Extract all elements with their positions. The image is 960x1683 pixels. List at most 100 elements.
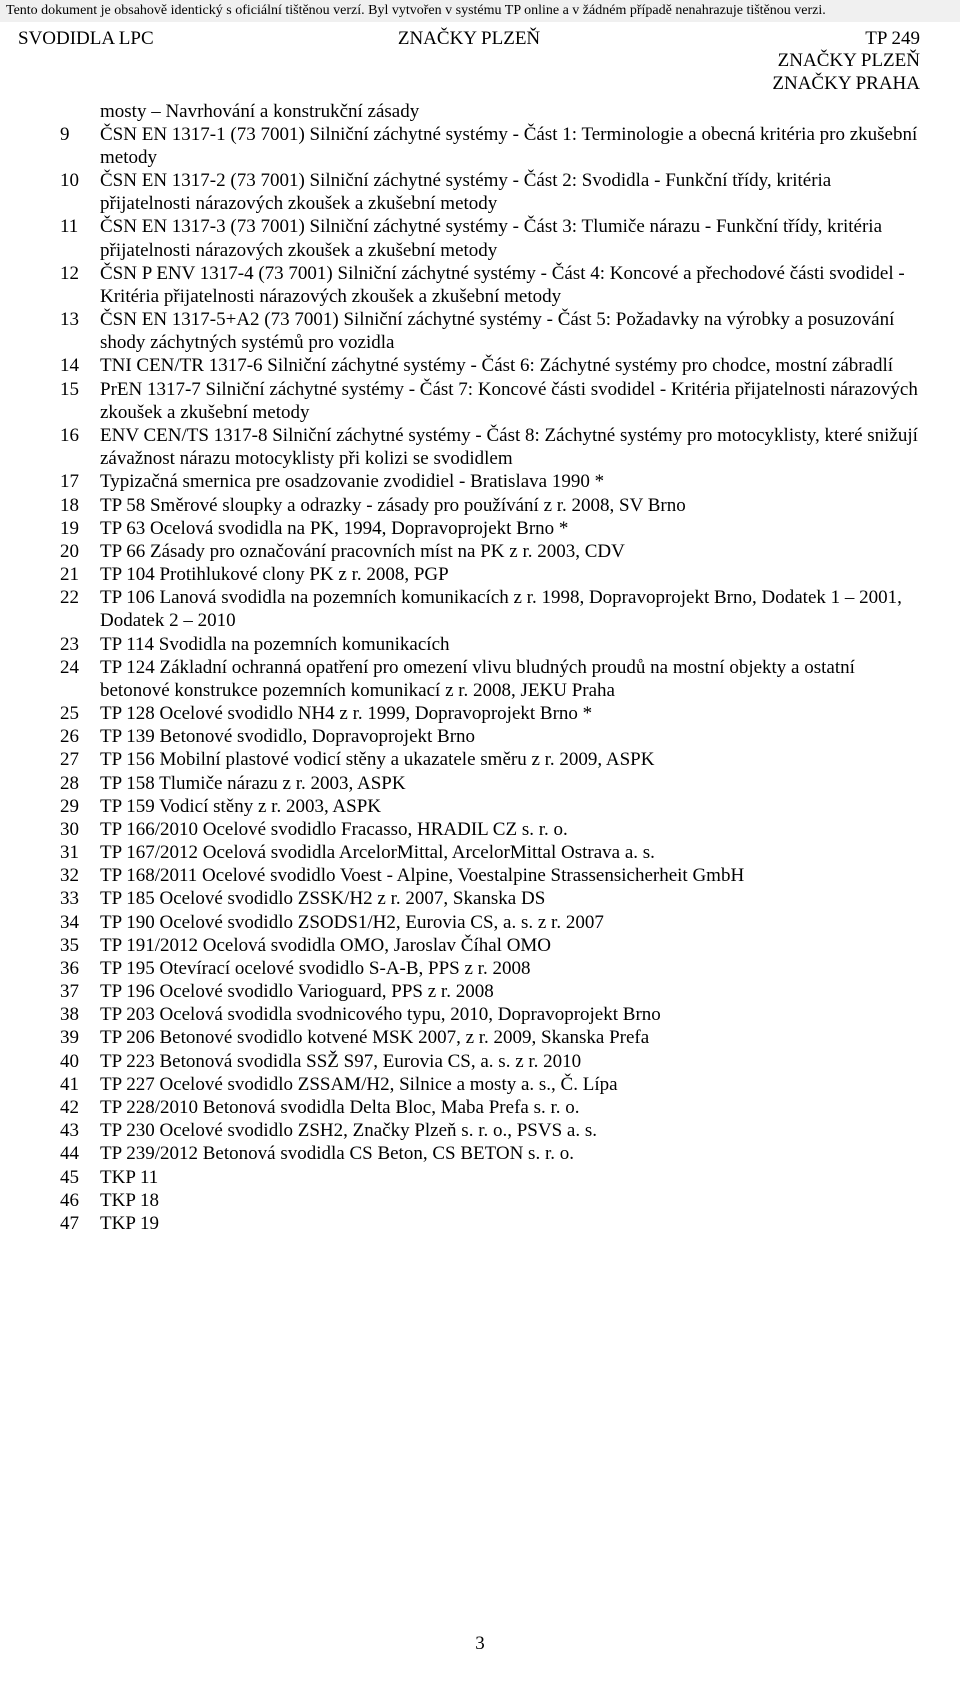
item-text: TP 114 Svodidla na pozemních komunikacíc…: [100, 633, 920, 656]
item-text: PrEN 1317-7 Silniční záchytné systémy - …: [100, 378, 920, 424]
list-item: 11ČSN EN 1317-3 (73 7001) Silniční záchy…: [60, 215, 920, 261]
intro-line: mosty – Navrhování a konstrukční zásady: [60, 100, 920, 123]
item-text: ČSN EN 1317-5+A2 (73 7001) Silniční zách…: [100, 308, 920, 354]
header-left: SVODIDLA LPC: [18, 28, 319, 50]
item-text: TP 167/2012 Ocelová svodidla ArcelorMitt…: [100, 841, 920, 864]
item-number: 12: [60, 262, 100, 285]
item-text: ČSN EN 1317-1 (73 7001) Silniční záchytn…: [100, 123, 920, 169]
item-number: 18: [60, 494, 100, 517]
list-item: 26TP 139 Betonové svodidlo, Dopravoproje…: [60, 725, 920, 748]
list-item: 23TP 114 Svodidla na pozemních komunikac…: [60, 633, 920, 656]
list-item: 35TP 191/2012 Ocelová svodidla OMO, Jaro…: [60, 934, 920, 957]
item-number: 33: [60, 887, 100, 910]
item-number: 24: [60, 656, 100, 679]
item-text: TP 156 Mobilní plastové vodicí stěny a u…: [100, 748, 920, 771]
item-number: 32: [60, 864, 100, 887]
list-item: 46TKP 18: [60, 1189, 920, 1212]
item-number: 35: [60, 934, 100, 957]
item-text: TP 196 Ocelové svodidlo Varioguard, PPS …: [100, 980, 920, 1003]
item-text: TP 168/2011 Ocelové svodidlo Voest - Alp…: [100, 864, 920, 887]
list-item: 40TP 223 Betonová svodidla SSŽ S97, Euro…: [60, 1050, 920, 1073]
item-number: 15: [60, 378, 100, 401]
item-number: 11: [60, 215, 100, 238]
list-item: 44TP 239/2012 Betonová svodidla CS Beton…: [60, 1142, 920, 1165]
list-item: 43TP 230 Ocelové svodidlo ZSH2, Značky P…: [60, 1119, 920, 1142]
reference-list: 9ČSN EN 1317-1 (73 7001) Silniční záchyt…: [60, 123, 920, 1235]
document-page: Tento dokument je obsahově identický s o…: [0, 0, 960, 1683]
item-text: TP 190 Ocelové svodidlo ZSODS1/H2, Eurov…: [100, 911, 920, 934]
item-text: TP 203 Ocelová svodidla svodnicového typ…: [100, 1003, 920, 1026]
item-text: TP 239/2012 Betonová svodidla CS Beton, …: [100, 1142, 920, 1165]
item-text: TP 139 Betonové svodidlo, Dopravoprojekt…: [100, 725, 920, 748]
item-text: TKP 18: [100, 1189, 920, 1212]
item-text: TP 159 Vodicí stěny z r. 2003, ASPK: [100, 795, 920, 818]
list-item: 13ČSN EN 1317-5+A2 (73 7001) Silniční zá…: [60, 308, 920, 354]
item-number: 20: [60, 540, 100, 563]
item-text: TP 63 Ocelová svodidla na PK, 1994, Dopr…: [100, 517, 920, 540]
item-number: 19: [60, 517, 100, 540]
list-item: 19TP 63 Ocelová svodidla na PK, 1994, Do…: [60, 517, 920, 540]
item-number: 36: [60, 957, 100, 980]
item-text: TKP 11: [100, 1166, 920, 1189]
item-number: 9: [60, 123, 100, 146]
item-text: TP 58 Směrové sloupky a odrazky - zásady…: [100, 494, 920, 517]
item-number: 30: [60, 818, 100, 841]
list-item: 27TP 156 Mobilní plastové vodicí stěny a…: [60, 748, 920, 771]
item-number: 23: [60, 633, 100, 656]
item-number: 25: [60, 702, 100, 725]
list-item: 22TP 106 Lanová svodidla na pozemních ko…: [60, 586, 920, 632]
list-item: 15PrEN 1317-7 Silniční záchytné systémy …: [60, 378, 920, 424]
header-sub-1: ZNAČKY PLZEŇ: [0, 50, 960, 73]
item-number: 27: [60, 748, 100, 771]
item-text: TP 66 Zásady pro označování pracovních m…: [100, 540, 920, 563]
item-text: TP 158 Tlumiče nárazu z r. 2003, ASPK: [100, 772, 920, 795]
item-number: 10: [60, 169, 100, 192]
item-text: TP 106 Lanová svodidla na pozemních komu…: [100, 586, 920, 632]
list-item: 14TNI CEN/TR 1317-6 Silniční záchytné sy…: [60, 354, 920, 377]
list-item: 41TP 227 Ocelové svodidlo ZSSAM/H2, Siln…: [60, 1073, 920, 1096]
item-text: TP 230 Ocelové svodidlo ZSH2, Značky Plz…: [100, 1119, 920, 1142]
list-item: 20TP 66 Zásady pro označování pracovních…: [60, 540, 920, 563]
item-number: 17: [60, 470, 100, 493]
header-sub-2: ZNAČKY PRAHA: [0, 73, 960, 96]
item-text: TP 124 Základní ochranná opatření pro om…: [100, 656, 920, 702]
item-number: 43: [60, 1119, 100, 1142]
item-text: ENV CEN/TS 1317-8 Silniční záchytné syst…: [100, 424, 920, 470]
item-text: TP 195 Otevírací ocelové svodidlo S-A-B,…: [100, 957, 920, 980]
page-header: SVODIDLA LPC ZNAČKY PLZEŇ TP 249: [0, 22, 960, 50]
item-text: TP 128 Ocelové svodidlo NH4 z r. 1999, D…: [100, 702, 920, 725]
list-item: 25TP 128 Ocelové svodidlo NH4 z r. 1999,…: [60, 702, 920, 725]
item-number: 29: [60, 795, 100, 818]
top-banner: Tento dokument je obsahově identický s o…: [0, 0, 960, 22]
item-text: ČSN EN 1317-3 (73 7001) Silniční záchytn…: [100, 215, 920, 261]
item-text: TP 185 Ocelové svodidlo ZSSK/H2 z r. 200…: [100, 887, 920, 910]
item-number: 13: [60, 308, 100, 331]
header-right: TP 249: [619, 28, 920, 50]
item-text: TP 104 Protihlukové clony PK z r. 2008, …: [100, 563, 920, 586]
item-number: 44: [60, 1142, 100, 1165]
page-number: 3: [0, 1633, 960, 1655]
item-number: 21: [60, 563, 100, 586]
list-item: 18TP 58 Směrové sloupky a odrazky - zása…: [60, 494, 920, 517]
item-number: 26: [60, 725, 100, 748]
list-item: 28TP 158 Tlumiče nárazu z r. 2003, ASPK: [60, 772, 920, 795]
item-number: 46: [60, 1189, 100, 1212]
item-number: 40: [60, 1050, 100, 1073]
list-item: 16ENV CEN/TS 1317-8 Silniční záchytné sy…: [60, 424, 920, 470]
item-number: 47: [60, 1212, 100, 1235]
item-number: 38: [60, 1003, 100, 1026]
list-item: 31TP 167/2012 Ocelová svodidla ArcelorMi…: [60, 841, 920, 864]
item-text: TP 223 Betonová svodidla SSŽ S97, Eurovi…: [100, 1050, 920, 1073]
item-text: TNI CEN/TR 1317-6 Silniční záchytné syst…: [100, 354, 920, 377]
item-text: TP 191/2012 Ocelová svodidla OMO, Jarosl…: [100, 934, 920, 957]
list-item: 42TP 228/2010 Betonová svodidla Delta Bl…: [60, 1096, 920, 1119]
item-text: ČSN EN 1317-2 (73 7001) Silniční záchytn…: [100, 169, 920, 215]
item-number: 37: [60, 980, 100, 1003]
item-text: TKP 19: [100, 1212, 920, 1235]
list-item: 10ČSN EN 1317-2 (73 7001) Silniční záchy…: [60, 169, 920, 215]
item-text: TP 227 Ocelové svodidlo ZSSAM/H2, Silnic…: [100, 1073, 920, 1096]
item-number: 41: [60, 1073, 100, 1096]
item-number: 42: [60, 1096, 100, 1119]
item-text: TP 166/2010 Ocelové svodidlo Fracasso, H…: [100, 818, 920, 841]
list-item: 21TP 104 Protihlukové clony PK z r. 2008…: [60, 563, 920, 586]
